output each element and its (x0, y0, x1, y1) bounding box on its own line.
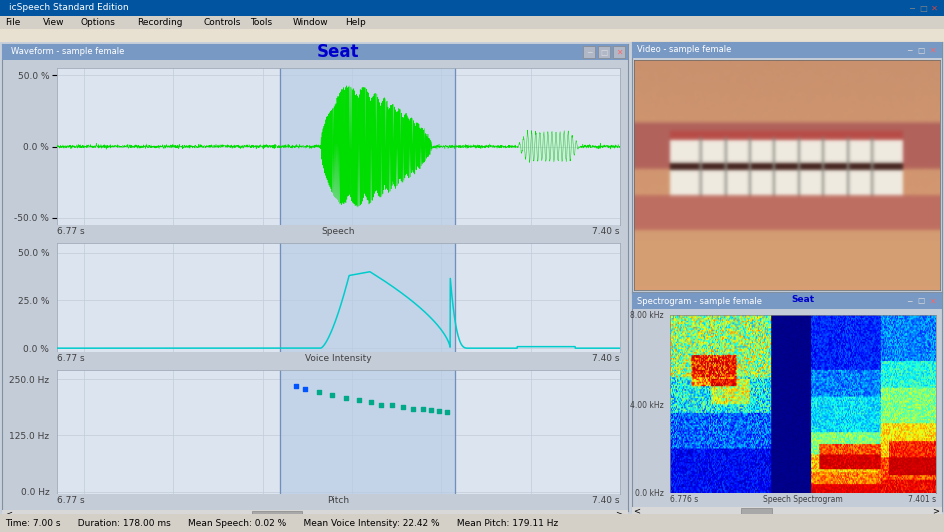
Bar (280, 243, 454, 352)
Text: Pitch: Pitch (327, 496, 349, 505)
Text: Speech: Speech (321, 227, 355, 236)
Text: Waveform - sample female: Waveform - sample female (11, 47, 125, 56)
Text: 7.401 s: 7.401 s (907, 495, 935, 504)
Text: □: □ (916, 296, 923, 305)
Text: □: □ (916, 46, 923, 54)
Point (439, 408, 454, 416)
Text: ─: ─ (586, 47, 591, 56)
FancyBboxPatch shape (598, 46, 610, 59)
Bar (252, 511, 302, 517)
Text: Time: 7.00 s      Duration: 178.00 ms      Mean Speech: 0.02 %      Mean Voice I: Time: 7.00 s Duration: 178.00 ms Mean Sp… (5, 519, 557, 528)
Text: Voice Intensity: Voice Intensity (305, 354, 371, 363)
Bar (740, 508, 770, 514)
Text: 7.40 s: 7.40 s (592, 496, 619, 505)
Bar (280, 68, 454, 225)
Point (395, 402, 410, 411)
Point (325, 390, 340, 399)
Point (405, 404, 420, 413)
Text: ✕: ✕ (928, 46, 934, 54)
Text: >: > (615, 510, 621, 519)
Text: <: < (5, 510, 12, 519)
Text: ✕: ✕ (928, 296, 934, 305)
Text: □: □ (600, 47, 607, 56)
Point (311, 387, 326, 396)
Text: 6.77 s: 6.77 s (57, 496, 85, 505)
Text: Help: Help (345, 18, 365, 27)
Text: icSpeech Standard Edition: icSpeech Standard Edition (9, 4, 129, 12)
Text: Spectrogram - sample female: Spectrogram - sample female (636, 296, 761, 305)
Text: 6.77 s: 6.77 s (57, 227, 85, 236)
Text: □: □ (919, 4, 926, 12)
Point (384, 401, 399, 409)
FancyBboxPatch shape (613, 46, 625, 59)
Text: Window: Window (293, 18, 329, 27)
Text: Video - sample female: Video - sample female (636, 46, 731, 54)
Text: Options: Options (80, 18, 115, 27)
Point (351, 396, 366, 404)
Text: Speech Spectrogram: Speech Spectrogram (763, 495, 842, 504)
Text: ─: ─ (908, 4, 914, 12)
Text: Seat: Seat (317, 43, 360, 61)
Text: 7.40 s: 7.40 s (592, 354, 619, 363)
Text: View: View (42, 18, 64, 27)
Point (362, 398, 378, 407)
Text: >: > (931, 506, 938, 516)
Bar (280, 370, 454, 494)
Text: <: < (632, 506, 640, 516)
Text: ─: ─ (906, 296, 911, 305)
Text: 7.40 s: 7.40 s (592, 227, 619, 236)
Point (289, 381, 304, 390)
Text: Seat: Seat (790, 295, 814, 304)
Point (414, 405, 430, 413)
Point (297, 385, 312, 394)
Point (338, 394, 353, 402)
Point (374, 401, 389, 409)
Text: 6.77 s: 6.77 s (57, 354, 85, 363)
Text: ─: ─ (906, 46, 911, 54)
Text: Controls: Controls (203, 18, 241, 27)
Text: ✕: ✕ (615, 47, 622, 56)
Point (431, 406, 447, 415)
Point (423, 405, 438, 414)
Text: File: File (5, 18, 20, 27)
Text: 6.776 s: 6.776 s (669, 495, 698, 504)
Text: ✕: ✕ (930, 4, 937, 12)
FancyBboxPatch shape (582, 46, 595, 59)
Text: Recording: Recording (137, 18, 182, 27)
Text: Tools: Tools (250, 18, 272, 27)
